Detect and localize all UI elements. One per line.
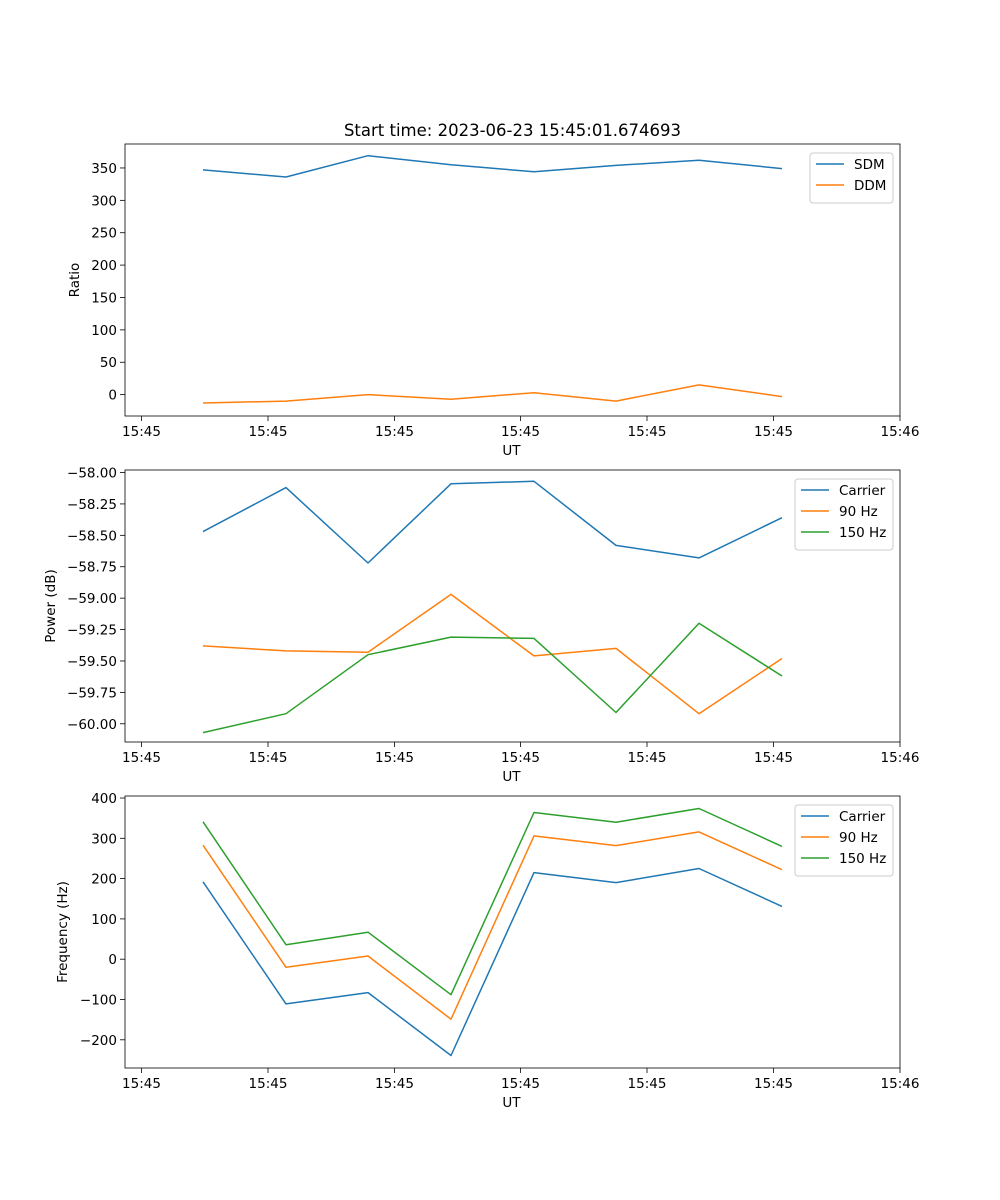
y-tick-label: 0 [108, 388, 117, 404]
x-tick-label: 15:45 [628, 424, 667, 440]
legend-label: DDM [854, 178, 886, 194]
x-tick-label: 15:45 [754, 1076, 793, 1092]
y-tick-label: 350 [91, 161, 117, 177]
y-tick-label: −59.00 [67, 591, 117, 607]
x-tick-label: 15:45 [249, 750, 288, 766]
y-tick-label: 100 [91, 912, 117, 928]
y-tick-label: 200 [91, 872, 117, 888]
x-tick-label: 15:46 [881, 424, 920, 440]
y-tick-label: 300 [91, 193, 117, 209]
y-tick-label: 100 [91, 323, 117, 339]
x-tick-label: 15:45 [122, 1076, 161, 1092]
y-tick-label: −58.50 [67, 528, 117, 544]
y-tick-label: 0 [108, 952, 117, 968]
x-axis-label: UT [502, 443, 521, 459]
y-tick-label: 50 [100, 355, 117, 371]
chart-title: Start time: 2023-06-23 15:45:01.674693 [344, 121, 681, 140]
x-tick-label: 15:45 [501, 424, 540, 440]
series-line-carrier [202, 480, 783, 564]
series-line-carrier [202, 867, 783, 1057]
x-tick-label: 15:45 [122, 424, 161, 440]
y-axis-label: Frequency (Hz) [55, 881, 71, 983]
y-axis-label: Ratio [67, 263, 83, 298]
x-tick-label: 15:45 [249, 424, 288, 440]
x-tick-label: 15:46 [881, 1076, 920, 1092]
series-line-90-hz [202, 593, 783, 715]
series-line-ddm [202, 384, 783, 404]
legend-label: Carrier [839, 483, 886, 499]
y-tick-label: −58.75 [67, 560, 117, 576]
y-tick-label: 300 [91, 831, 117, 847]
chart-panel-2: 15:45 15:45 15:45 15:45 15:45 15:45 15:46 −60.0… [43, 466, 919, 785]
y-tick-label: −59.50 [67, 654, 117, 670]
plot-area [124, 143, 901, 417]
plot-area [124, 469, 901, 743]
series-line-90-hz [202, 831, 783, 1020]
series-line-sdm [202, 154, 783, 178]
legend-box [809, 152, 894, 204]
y-tick-label: 150 [91, 290, 117, 306]
legend-label: SDM [854, 157, 885, 173]
x-tick-label: 15:45 [375, 424, 414, 440]
y-axis-label: Power (dB) [43, 569, 59, 642]
legend-label: Carrier [839, 809, 886, 825]
x-tick-label: 15:45 [375, 750, 414, 766]
x-tick-label: 15:46 [881, 750, 920, 766]
y-tick-label: −200 [80, 1033, 117, 1049]
y-tick-label: −100 [80, 992, 117, 1008]
x-tick-label: 15:45 [122, 750, 161, 766]
x-tick-label: 15:45 [501, 1076, 540, 1092]
x-tick-label: 15:45 [501, 750, 540, 766]
x-tick-label: 15:45 [375, 1076, 414, 1092]
y-tick-label: −60.00 [67, 717, 117, 733]
legend-label: 90 Hz [839, 504, 878, 520]
x-tick-label: 15:45 [754, 750, 793, 766]
x-axis-label: UT [502, 769, 521, 785]
y-tick-label: 200 [91, 258, 117, 274]
y-tick-label: −58.25 [67, 497, 117, 513]
plot-area [124, 795, 901, 1069]
y-tick-label: −59.25 [67, 623, 117, 639]
x-tick-label: 15:45 [628, 1076, 667, 1092]
series-line-150-hz [202, 622, 783, 734]
chart-panel-3: 15:45 15:45 15:45 15:45 15:45 15:45 15:46 −200 −… [55, 791, 919, 1111]
legend-label: 90 Hz [839, 830, 878, 846]
y-tick-label: −58.00 [67, 466, 117, 482]
x-tick-label: 15:45 [754, 424, 793, 440]
x-axis-label: UT [502, 1095, 521, 1111]
x-tick-label: 15:45 [628, 750, 667, 766]
chart-panel-1: 15:45 15:45 15:45 15:45 15:45 15:45 15:46 0 50 10… [67, 121, 919, 459]
legend-label: 150 Hz [839, 851, 886, 867]
x-tick-label: 15:45 [249, 1076, 288, 1092]
legend-label: 150 Hz [839, 525, 886, 541]
y-tick-label: 400 [91, 791, 117, 807]
y-tick-label: −59.75 [67, 685, 117, 701]
series-line-150-hz [202, 807, 783, 996]
y-tick-label: 250 [91, 226, 117, 242]
